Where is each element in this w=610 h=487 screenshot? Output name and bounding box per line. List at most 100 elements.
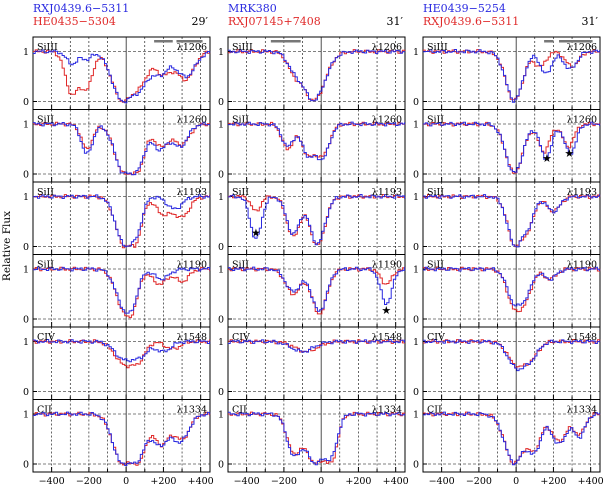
y-tick-label: 0 bbox=[413, 315, 419, 326]
wavelength-label: λ1260 bbox=[177, 115, 207, 126]
spectrum-panel: 0 1 SiII λ1260 bbox=[23, 109, 211, 183]
target-name-primary: MRK380 bbox=[228, 2, 277, 15]
spectrum-panel: 0 1 CIV λ1548 bbox=[23, 326, 211, 400]
wavelength-label: λ1548 bbox=[372, 332, 402, 343]
ion-label: SiII bbox=[427, 260, 444, 271]
wavelength-label: λ1206 bbox=[372, 42, 402, 53]
primary-spectrum-line bbox=[33, 121, 211, 176]
y-tick-label: 0 bbox=[23, 97, 29, 108]
x-tick-label: −200 bbox=[466, 476, 492, 487]
ion-label: SiII bbox=[232, 260, 249, 271]
ion-label: SiII bbox=[427, 187, 444, 198]
ion-label: SiII bbox=[232, 115, 249, 126]
x-tick-label: +400 bbox=[383, 476, 409, 487]
x-tick-label: −400 bbox=[234, 476, 260, 487]
angular-separation: 29′ bbox=[192, 15, 209, 28]
spectrum-panel: 0 1 SiII λ1193 ★ bbox=[218, 181, 406, 255]
y-tick-label: 1 bbox=[218, 120, 224, 131]
wavelength-label: λ1334 bbox=[177, 405, 207, 416]
blend-star-marker: ★ bbox=[251, 227, 261, 240]
y-tick-label: 0 bbox=[23, 170, 29, 181]
wavelength-label: λ1334 bbox=[372, 405, 402, 416]
y-tick-label: 1 bbox=[23, 410, 29, 421]
x-tick-label: +400 bbox=[578, 476, 604, 487]
y-tick-label: 1 bbox=[23, 337, 29, 348]
target-name-secondary: HE0435−5304 bbox=[33, 15, 116, 28]
ion-label: SiIII bbox=[37, 42, 58, 53]
blend-star-marker: ★ bbox=[542, 152, 552, 165]
secondary-spectrum-line bbox=[33, 411, 211, 466]
y-tick-label: 0 bbox=[218, 242, 224, 253]
spectrum-panel: 0 1 SiII λ1190 ★ bbox=[218, 254, 406, 328]
secondary-spectrum-line bbox=[33, 266, 211, 319]
y-tick-label: 1 bbox=[413, 47, 419, 58]
wavelength-label: λ1190 bbox=[567, 260, 597, 271]
primary-spectrum-line bbox=[423, 339, 601, 372]
secondary-spectrum-line bbox=[33, 121, 211, 175]
x-tick-label: 0 bbox=[318, 476, 324, 487]
target-name-secondary: RXJ07145+7408 bbox=[228, 15, 321, 28]
primary-spectrum-line bbox=[423, 121, 601, 173]
x-tick-label: −400 bbox=[429, 476, 455, 487]
spectrum-panel: 0 1 SiIII λ1206 bbox=[218, 36, 406, 110]
blend-star-marker: ★ bbox=[381, 304, 391, 317]
y-tick-label: 1 bbox=[218, 265, 224, 276]
wavelength-label: λ1193 bbox=[372, 187, 402, 198]
y-tick-label: 0 bbox=[218, 315, 224, 326]
ion-label: SiII bbox=[37, 260, 54, 271]
spectrum-panel: 0 1 SiII λ1260 ★ ★ bbox=[413, 109, 601, 183]
primary-spectrum-line bbox=[423, 266, 601, 307]
y-tick-label: 1 bbox=[23, 47, 29, 58]
y-tick-label: 1 bbox=[413, 337, 419, 348]
x-tick-label: +200 bbox=[345, 476, 371, 487]
y-tick-label: 0 bbox=[413, 460, 419, 471]
target-name-secondary: RXJ0439.6−5311 bbox=[423, 15, 519, 28]
blend-star-marker: ★ bbox=[564, 147, 574, 160]
ion-label: CII bbox=[427, 405, 442, 416]
primary-spectrum-line bbox=[33, 411, 211, 466]
ion-label: SiII bbox=[37, 187, 54, 198]
ion-label: SiII bbox=[37, 115, 54, 126]
primary-spectrum-line bbox=[228, 194, 406, 246]
x-tick-label: 0 bbox=[513, 476, 519, 487]
wavelength-label: λ1260 bbox=[372, 115, 402, 126]
ion-label: CII bbox=[37, 405, 52, 416]
primary-spectrum-line bbox=[228, 266, 406, 312]
target-name-primary: RXJ0439.6−5311 bbox=[33, 2, 129, 15]
target-name-primary: HE0439−5254 bbox=[423, 2, 506, 15]
primary-spectrum-line bbox=[423, 49, 601, 103]
y-axis-title: Relative Flux bbox=[1, 211, 13, 281]
x-tick-label: +200 bbox=[540, 476, 566, 487]
y-tick-label: 0 bbox=[23, 242, 29, 253]
y-tick-label: 0 bbox=[413, 242, 419, 253]
angular-separation: 31′ bbox=[387, 15, 404, 28]
primary-spectrum-line bbox=[33, 339, 211, 363]
wavelength-label: λ1334 bbox=[567, 405, 597, 416]
y-tick-label: 0 bbox=[218, 97, 224, 108]
angular-separation: 31′ bbox=[582, 15, 599, 28]
primary-spectrum-line bbox=[228, 411, 406, 466]
y-tick-label: 1 bbox=[413, 120, 419, 131]
x-tick-label: +400 bbox=[188, 476, 214, 487]
spectrum-panel: 0 1 SiIII λ1206 bbox=[23, 36, 211, 110]
hvc-range-bar bbox=[176, 40, 203, 43]
spectrum-panel: 0 1 CIV λ1548 bbox=[218, 326, 406, 400]
x-tick-label: −200 bbox=[271, 476, 297, 487]
wavelength-label: λ1206 bbox=[567, 42, 597, 53]
y-tick-label: 1 bbox=[218, 337, 224, 348]
y-tick-label: 0 bbox=[218, 387, 224, 398]
ion-label: SiII bbox=[427, 115, 444, 126]
y-tick-label: 0 bbox=[218, 460, 224, 471]
secondary-spectrum-line bbox=[423, 411, 601, 465]
primary-spectrum-line bbox=[423, 194, 601, 248]
spectrum-panel: 0 1 SiIII λ1206 bbox=[413, 36, 601, 110]
spectrum-panel: 0 1 SiII λ1193 bbox=[413, 181, 601, 255]
x-tick-label: −400 bbox=[39, 476, 65, 487]
primary-spectrum-line bbox=[228, 121, 406, 161]
primary-spectrum-line bbox=[228, 339, 406, 353]
wavelength-label: λ1548 bbox=[567, 332, 597, 343]
ion-label: SiIII bbox=[427, 42, 448, 53]
y-tick-label: 1 bbox=[218, 192, 224, 203]
